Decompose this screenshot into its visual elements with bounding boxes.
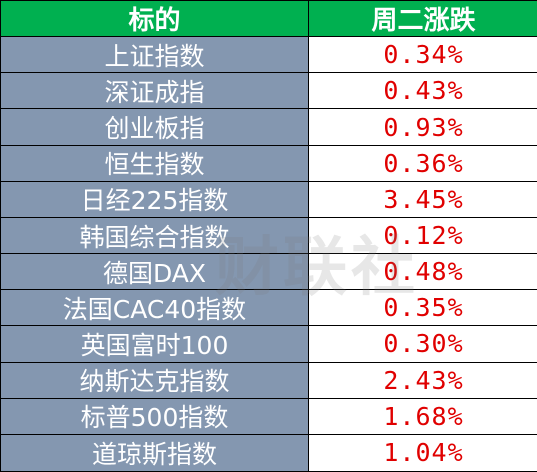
row-name: 法国CAC40指数 <box>1 290 309 327</box>
row-value: 2.43% <box>309 362 537 399</box>
row-name: 道琼斯指数 <box>1 434 309 471</box>
row-value: 0.93% <box>309 109 537 146</box>
header-name: 标的 <box>1 1 309 38</box>
row-name: 创业板指 <box>1 109 309 146</box>
row-value: 1.68% <box>309 398 537 435</box>
row-value: 3.45% <box>309 181 537 218</box>
row-value: 0.35% <box>309 290 537 327</box>
row-value: 0.48% <box>309 254 537 291</box>
row-value: 0.30% <box>309 326 537 363</box>
row-name: 纳斯达克指数 <box>1 362 309 399</box>
row-value: 0.34% <box>309 37 537 74</box>
row-name: 恒生指数 <box>1 145 309 182</box>
row-name: 德国DAX <box>1 254 309 291</box>
row-value: 0.36% <box>309 145 537 182</box>
row-name: 上证指数 <box>1 37 309 74</box>
row-name: 日经225指数 <box>1 181 309 218</box>
header-value: 周二涨跌 <box>309 1 537 38</box>
row-name: 标普500指数 <box>1 398 309 435</box>
row-value: 0.12% <box>309 217 537 255</box>
row-value: 0.43% <box>309 73 537 110</box>
row-name: 英国富时100 <box>1 326 309 363</box>
row-name: 深证成指 <box>1 73 309 110</box>
row-value: 1.04% <box>309 434 537 471</box>
row-name: 韩国综合指数 <box>1 217 309 255</box>
